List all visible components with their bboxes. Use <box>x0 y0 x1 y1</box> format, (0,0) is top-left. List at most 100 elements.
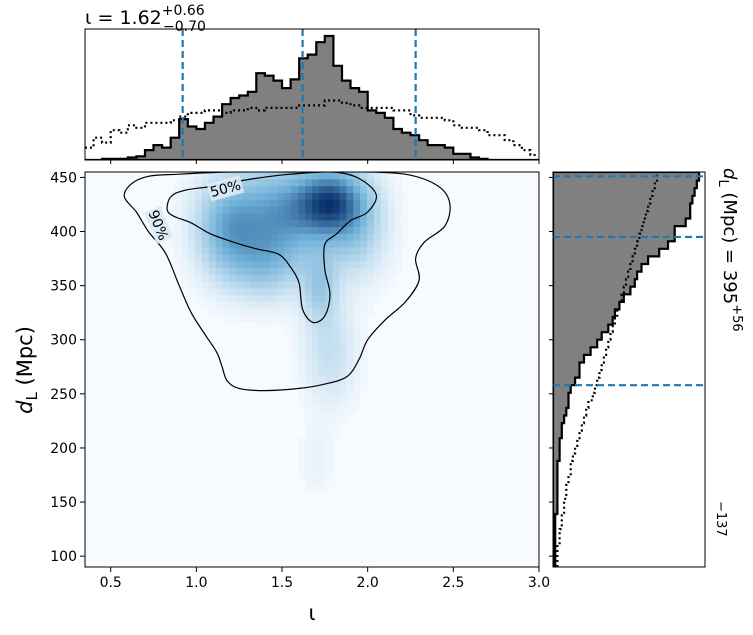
density-cell <box>195 233 203 241</box>
contour-50-line <box>166 172 378 324</box>
density-cell <box>332 410 341 418</box>
density-cell <box>353 199 361 207</box>
density-cell <box>312 478 320 486</box>
density-cell <box>243 226 251 234</box>
density-cell <box>195 287 203 296</box>
density-cell <box>367 172 375 180</box>
right-title-upper: +56 <box>729 304 744 331</box>
density-cell <box>325 369 334 377</box>
density-cell <box>360 226 368 234</box>
density-cell <box>277 206 286 214</box>
density-cell <box>215 294 224 302</box>
density-cell <box>367 185 375 194</box>
density-cell <box>277 212 286 221</box>
density-cell <box>318 383 327 391</box>
density-cell <box>222 308 231 316</box>
density-cell <box>325 437 334 446</box>
density-cell <box>243 240 251 248</box>
right-title-symbol: d <box>719 168 740 180</box>
density-cell <box>339 192 347 200</box>
density-cell <box>215 301 224 309</box>
density-cell <box>243 206 251 214</box>
density-cell <box>387 240 396 248</box>
density-cell <box>215 240 224 248</box>
density-cell <box>394 219 403 228</box>
density-cell <box>305 328 313 337</box>
density-cell <box>305 369 313 377</box>
density-cell <box>318 458 327 466</box>
density-cell <box>332 369 341 377</box>
density-cell <box>373 185 382 194</box>
density-cell <box>367 192 375 200</box>
density-cell <box>256 321 265 330</box>
density-cell <box>222 246 231 255</box>
density-cell <box>222 199 231 207</box>
density-cell <box>263 274 272 282</box>
density-cell <box>256 178 265 187</box>
density-cell <box>312 383 320 391</box>
contour-label-backdrop <box>143 205 174 245</box>
density-cell <box>373 192 382 200</box>
y-tick-label: 300 <box>50 333 77 349</box>
density-cell <box>188 274 196 282</box>
density-cell <box>339 246 347 255</box>
density-cell <box>387 206 396 214</box>
density-cell <box>201 199 210 207</box>
density-cell <box>215 246 224 255</box>
y-tick-label: 350 <box>50 279 77 295</box>
density-cell <box>318 464 327 473</box>
density-cell <box>325 403 334 411</box>
density-cell <box>373 280 382 289</box>
density-cell <box>312 437 320 446</box>
density-cell <box>346 342 354 350</box>
density-cell <box>222 233 231 241</box>
density-cell <box>256 315 265 323</box>
density-cell <box>181 178 189 187</box>
density-cell <box>277 172 286 180</box>
density-cell <box>318 410 327 418</box>
density-cell <box>325 308 334 316</box>
density-cell <box>229 240 237 248</box>
density-cell <box>201 172 210 180</box>
density-cell <box>263 199 272 207</box>
density-cell <box>373 287 382 296</box>
y-tick-label: 100 <box>50 549 77 565</box>
density-cell <box>215 206 224 214</box>
density-cell <box>332 403 341 411</box>
density-cell <box>318 485 327 493</box>
density-cell <box>188 253 196 262</box>
density-cell <box>332 233 341 241</box>
density-cell <box>318 437 327 446</box>
density-cell <box>291 383 299 391</box>
density-cell <box>346 240 354 248</box>
density-cell <box>325 464 334 473</box>
density-cell <box>339 335 347 343</box>
density-cell <box>277 308 286 316</box>
density-cell <box>305 376 313 384</box>
density-cell <box>305 464 313 473</box>
density-cell <box>277 301 286 309</box>
density-cell <box>394 172 403 180</box>
density-cell <box>256 233 265 241</box>
density-cell <box>353 383 361 391</box>
density-cell <box>339 206 347 214</box>
density-cell <box>312 233 320 241</box>
density-cell <box>263 287 272 296</box>
density-cell <box>353 240 361 248</box>
density-cell <box>325 226 334 234</box>
density-cell <box>263 172 272 180</box>
density-cell <box>318 212 327 221</box>
density-cell <box>339 355 347 364</box>
density-cell <box>229 233 237 241</box>
density-cell <box>360 280 368 289</box>
density-cell <box>222 280 231 289</box>
density-cell <box>353 349 361 357</box>
density-cell <box>312 451 320 459</box>
density-cell <box>318 280 327 289</box>
density-cell <box>174 253 182 262</box>
density-cell <box>229 294 237 302</box>
density-cell <box>236 233 244 241</box>
density-cell <box>325 328 334 337</box>
density-cell <box>387 212 396 221</box>
density-cell <box>339 396 347 405</box>
